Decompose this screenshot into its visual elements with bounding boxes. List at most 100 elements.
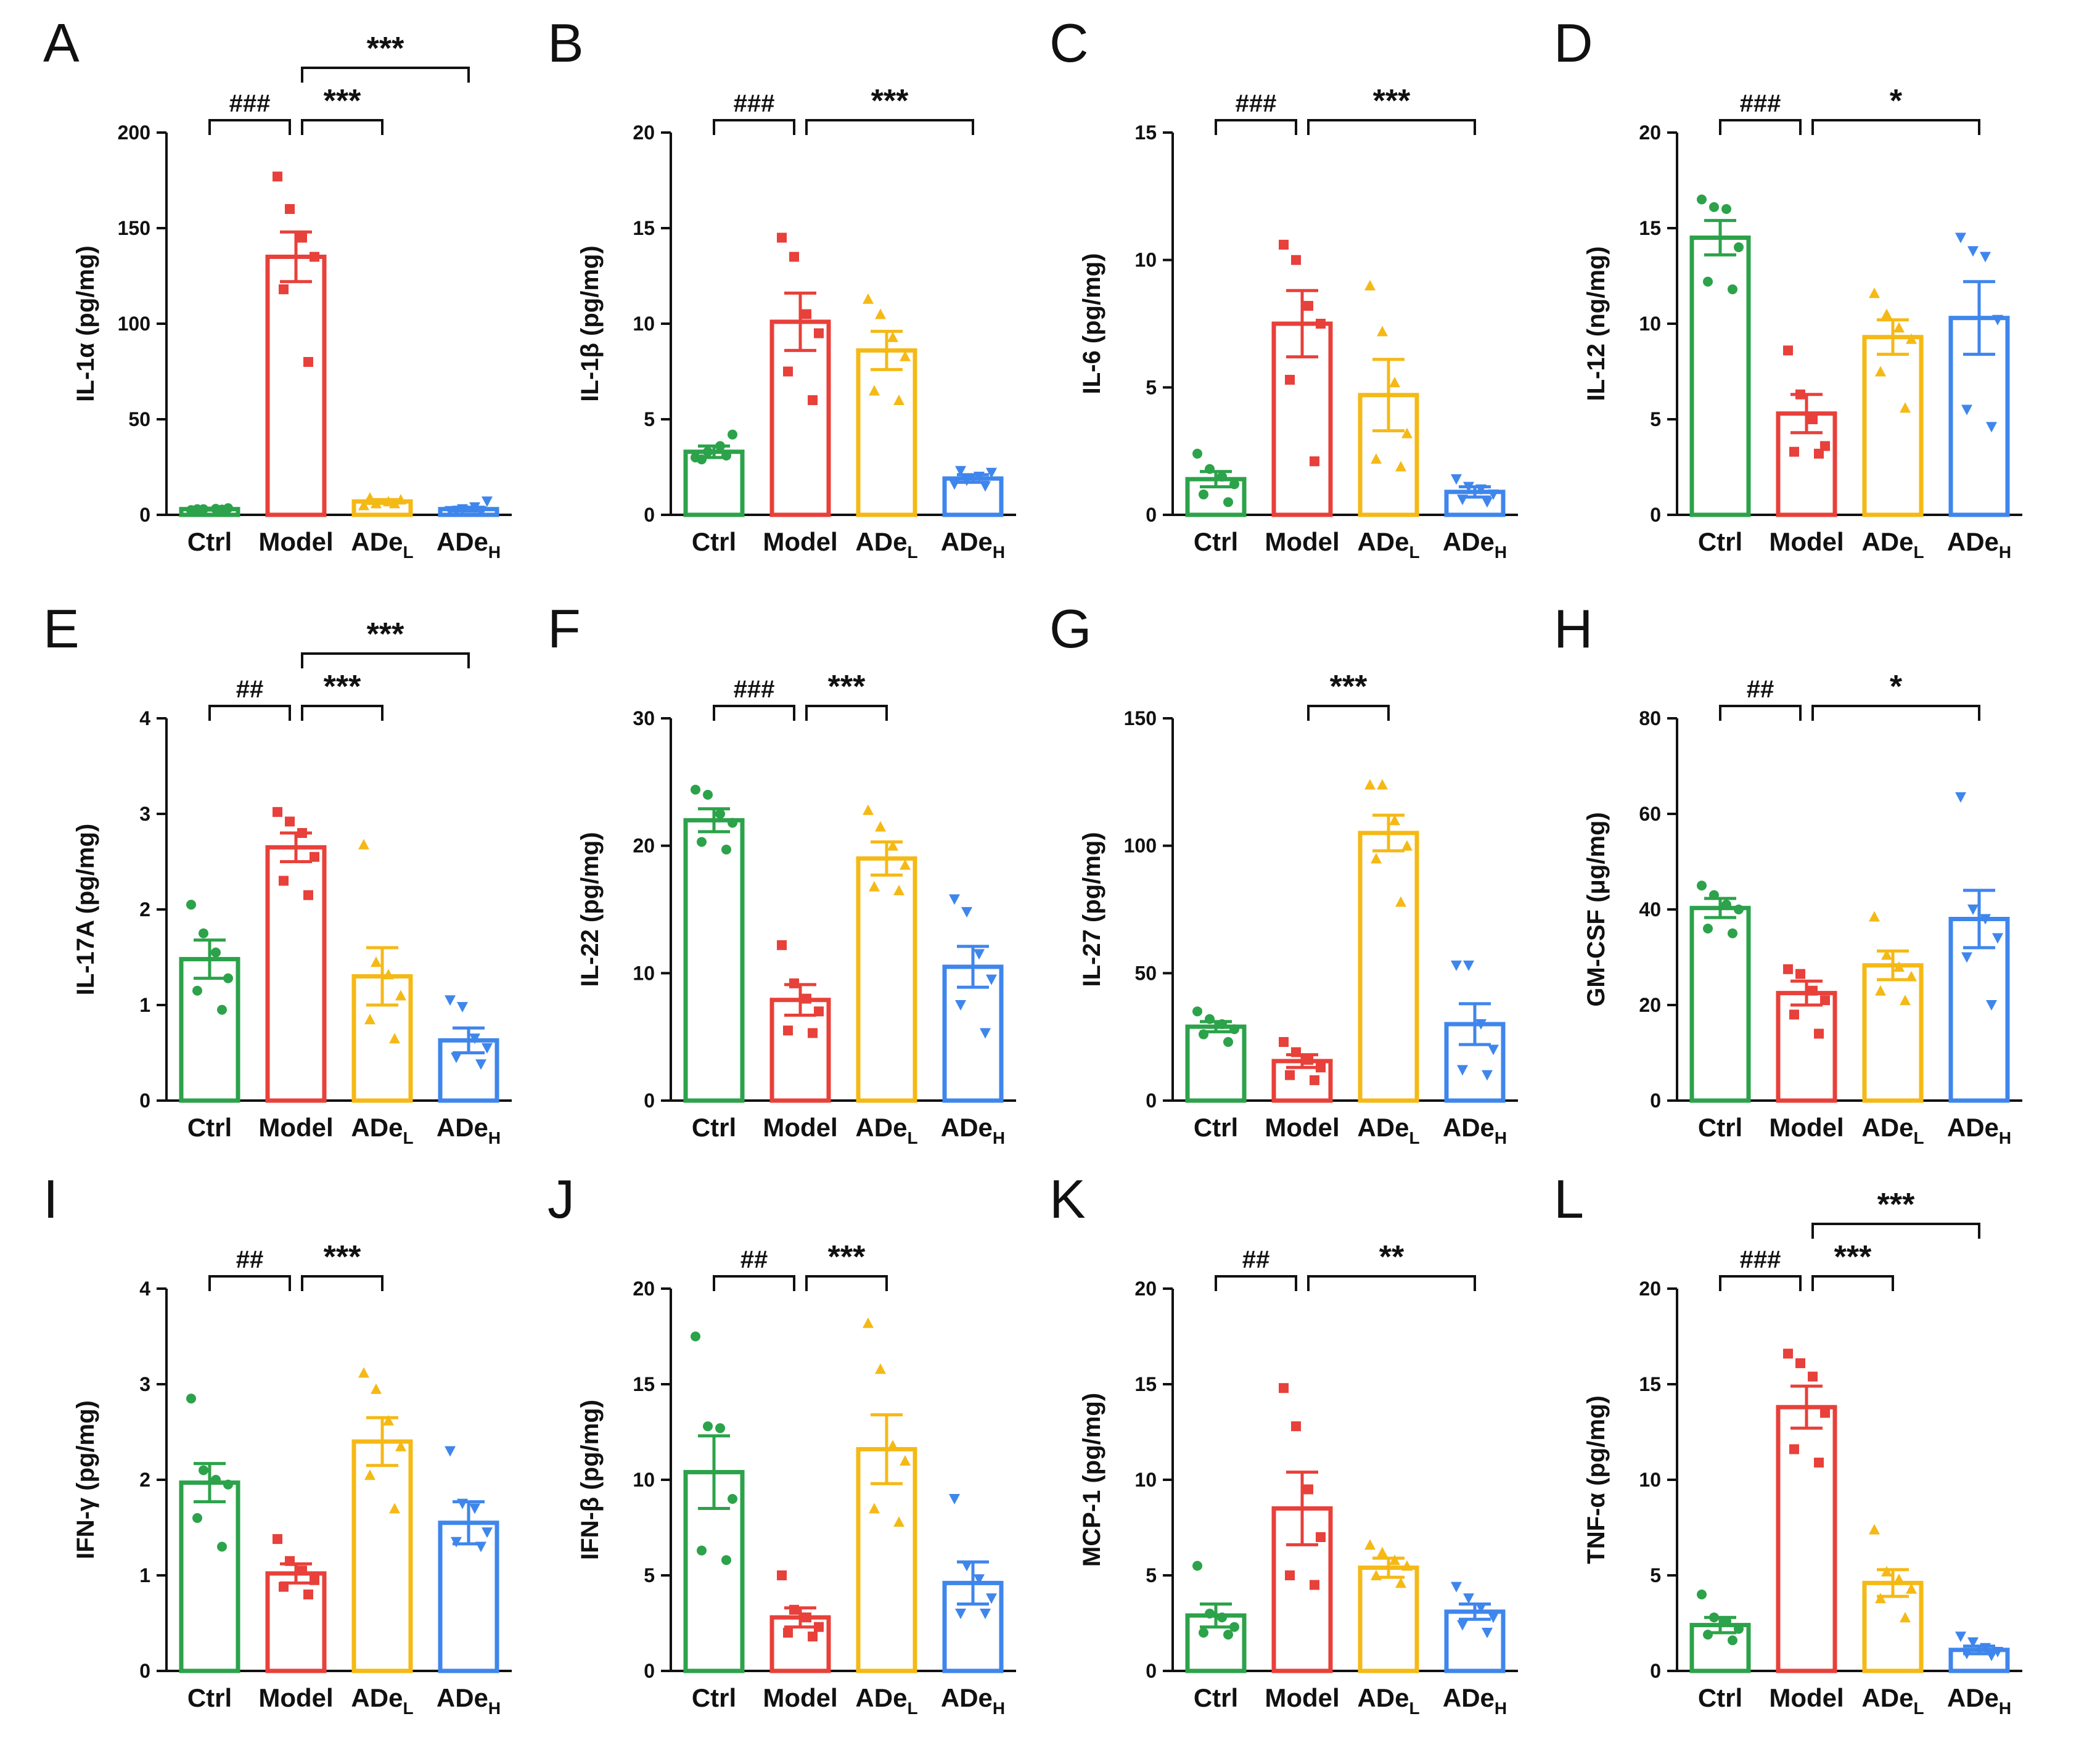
- significance-label: ***: [828, 1239, 866, 1275]
- y-tick-label: 0: [139, 1660, 150, 1682]
- panel-letter: G: [1049, 598, 1091, 659]
- data-point: [721, 844, 731, 855]
- data-point: [808, 395, 818, 405]
- significance-label: ***: [1373, 83, 1411, 119]
- data-point: [371, 1383, 382, 1394]
- x-tick-label: ADeH: [941, 1683, 1005, 1718]
- y-tick-label: 5: [1650, 408, 1661, 430]
- y-tick-label: 15: [633, 217, 655, 239]
- significance-label: ***: [828, 669, 866, 705]
- data-point: [358, 839, 369, 850]
- bar-ctrl: [1689, 236, 1751, 517]
- x-tick-label: ADeH: [437, 527, 501, 562]
- bar-ctrl: [683, 818, 745, 1103]
- significance-label: ***: [1330, 669, 1368, 705]
- data-point: [1721, 900, 1731, 910]
- data-point: [1814, 1028, 1824, 1039]
- significance-label: ###: [734, 676, 775, 703]
- y-tick-label: 20: [1639, 994, 1661, 1016]
- data-point: [469, 1503, 480, 1514]
- x-tick-label: ADeL: [1357, 1113, 1419, 1147]
- panel-letter: K: [1049, 1168, 1086, 1229]
- data-point: [900, 350, 911, 361]
- data-point: [389, 1033, 400, 1044]
- significance-label: ###: [1740, 90, 1781, 117]
- bar-model: [265, 1571, 327, 1673]
- x-tick-label: ADeH: [1947, 527, 2011, 562]
- data-point: [297, 232, 307, 243]
- y-tick-label: 0: [1650, 1660, 1661, 1682]
- data-point: [1697, 1590, 1707, 1599]
- data-point: [900, 1455, 911, 1466]
- data-point: [1986, 1000, 1997, 1011]
- data-point: [1285, 1070, 1295, 1080]
- data-point: [986, 974, 997, 985]
- panel-l: L 0 5 10 15 20 TNF-α (pg/mg) Ctrl Model ADeL ADeH #…: [1554, 1168, 2022, 1718]
- panel-k: K 0 5 10 15 20 MCP-1 (pg/mg) Ctrl Model ADeL ADeH #…: [1049, 1168, 1518, 1718]
- data-point: [1205, 464, 1215, 474]
- data-point: [1721, 1616, 1731, 1627]
- x-tick-label: ADeH: [1443, 1113, 1507, 1147]
- panel-letter: L: [1554, 1168, 1584, 1229]
- panel-b: B 0 5 10 15 20 IL-1β (pg/mg) Ctrl Model ADeL ADeH #…: [548, 12, 1016, 562]
- significance-bracket: [1719, 705, 1802, 721]
- data-point: [217, 1541, 227, 1552]
- data-point: [721, 450, 731, 461]
- x-tick-label: Model: [1265, 1113, 1339, 1142]
- x-tick-label: ADeL: [855, 1683, 917, 1718]
- y-axis-label: IFN-γ (pg/mg): [72, 1400, 99, 1559]
- data-point: [955, 466, 966, 477]
- data-point: [1795, 969, 1805, 979]
- significance-bracket: [805, 1275, 888, 1291]
- panel-e: E 0 1 2 3 4 IL-17A (pg/mg) Ctrl Model ADeL ADeH ## *…: [43, 598, 512, 1147]
- significance-label: ***: [871, 83, 909, 119]
- panel-h: H 0 20 40 60 80 GM-CSF (μg/mg) Ctrl Model ADeL ADe…: [1554, 598, 2022, 1147]
- data-point: [1789, 1009, 1799, 1020]
- x-tick-label: ADeH: [1443, 1683, 1507, 1718]
- x-tick-label: Ctrl: [1698, 1113, 1742, 1142]
- x-tick-label: Model: [258, 527, 333, 556]
- x-tick-label: Model: [763, 527, 837, 556]
- data-point: [1881, 1565, 1892, 1577]
- data-point: [1291, 255, 1301, 265]
- data-point: [814, 1622, 824, 1632]
- x-tick-label: Model: [1769, 1683, 1844, 1712]
- y-axis-label: GM-CSF (μg/mg): [1583, 812, 1610, 1007]
- y-tick-label: 0: [1146, 1660, 1157, 1682]
- data-point: [297, 1565, 307, 1576]
- data-point: [457, 1002, 468, 1013]
- data-point: [1303, 1054, 1313, 1065]
- y-tick-label: 10: [1134, 1469, 1157, 1491]
- data-point: [475, 506, 486, 517]
- x-tick-label: ADeH: [941, 527, 1005, 562]
- data-point: [1303, 301, 1313, 311]
- y-tick-label: 1: [139, 994, 150, 1016]
- data-point: [1893, 961, 1905, 972]
- data-point: [457, 1498, 468, 1509]
- bar-model: [265, 845, 327, 1103]
- data-point: [893, 885, 904, 895]
- bar-model: [265, 255, 327, 517]
- bar-adel: [856, 856, 917, 1103]
- panel-letter: B: [548, 12, 584, 73]
- data-point: [1980, 914, 1991, 925]
- data-point: [1709, 890, 1719, 900]
- data-point: [1316, 1532, 1326, 1542]
- x-tick-label: ADeL: [1861, 1683, 1924, 1718]
- y-tick-label: 20: [633, 121, 655, 144]
- significance-bracket: [805, 705, 888, 721]
- data-point: [1199, 1628, 1208, 1638]
- data-point: [1967, 905, 1979, 915]
- data-point: [1875, 366, 1886, 377]
- data-point: [961, 1561, 972, 1572]
- data-point: [1291, 1047, 1301, 1057]
- data-point: [1229, 1024, 1239, 1035]
- significance-bracket: [1307, 119, 1476, 135]
- panel-letter: H: [1554, 598, 1593, 659]
- data-point: [728, 1494, 737, 1504]
- significance-bracket: [301, 119, 383, 135]
- data-point: [303, 1590, 313, 1599]
- data-point: [192, 1513, 202, 1523]
- data-point: [1192, 1006, 1202, 1017]
- significance-label: ***: [367, 617, 404, 652]
